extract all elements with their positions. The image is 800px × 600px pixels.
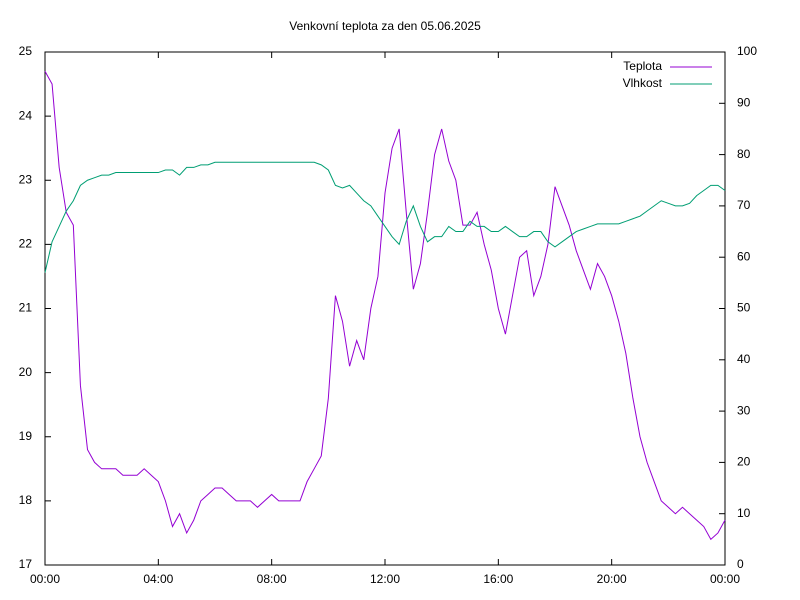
x-tick-label: 16:00 (483, 572, 513, 586)
y-tick-label: 21 (19, 301, 33, 315)
y2-tick-label: 0 (737, 557, 744, 571)
chart-title: Venkovní teplota za den 05.06.2025 (289, 19, 481, 33)
y2-tick-label: 40 (737, 352, 751, 366)
y2-tick-label: 100 (737, 44, 757, 58)
y-tick-label: 24 (19, 108, 33, 122)
legend-label: Vlhkost (623, 76, 663, 90)
x-tick-label: 08:00 (257, 572, 287, 586)
y-tick-label: 25 (19, 44, 33, 58)
y-tick-label: 20 (19, 365, 33, 379)
y2-tick-label: 90 (737, 95, 751, 109)
y2-tick-label: 80 (737, 147, 751, 161)
x-tick-label: 12:00 (370, 572, 400, 586)
y-tick-label: 23 (19, 172, 33, 186)
y-tick-label: 18 (19, 493, 33, 507)
y2-tick-label: 20 (737, 455, 751, 469)
x-tick-label: 00:00 (710, 572, 740, 586)
y2-tick-label: 60 (737, 249, 751, 263)
series-line (44, 161, 726, 273)
y-tick-label: 22 (19, 237, 33, 251)
x-tick-label: 04:00 (143, 572, 173, 586)
y2-tick-label: 70 (737, 198, 751, 212)
y2-tick-label: 50 (737, 301, 751, 315)
legend-label: Teplota (623, 59, 662, 73)
x-tick-label: 00:00 (30, 572, 60, 586)
series-line (44, 70, 726, 541)
y-tick-label: 17 (19, 557, 33, 571)
y2-tick-label: 30 (737, 403, 751, 417)
y-tick-label: 19 (19, 429, 33, 443)
x-tick-label: 20:00 (597, 572, 627, 586)
y2-tick-label: 10 (737, 506, 751, 520)
